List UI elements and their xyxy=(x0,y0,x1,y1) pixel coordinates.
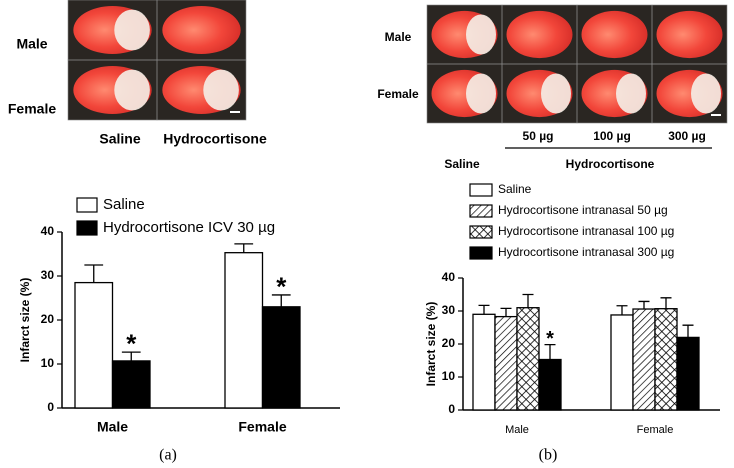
error-bar xyxy=(478,304,490,315)
y-tick-label: 30 xyxy=(41,268,55,282)
bar xyxy=(654,308,678,411)
column-label: 300 µg xyxy=(668,129,706,143)
y-tick-label: 40 xyxy=(442,270,456,284)
error-bar xyxy=(616,305,628,315)
x-tick-label: Male xyxy=(97,419,128,435)
bar xyxy=(610,314,634,411)
bar xyxy=(111,360,151,409)
brain-slice xyxy=(656,10,723,59)
error-bar xyxy=(234,243,254,253)
x-tick-label: Male xyxy=(505,424,529,436)
error-bar xyxy=(682,324,694,338)
infarct-area xyxy=(466,73,496,114)
caption: (a) xyxy=(159,447,177,464)
row-label: Male xyxy=(16,36,47,52)
infarct-area xyxy=(114,69,150,111)
legend-swatch xyxy=(469,183,493,197)
error-bar xyxy=(500,307,512,317)
legend-swatch xyxy=(469,246,493,260)
bar xyxy=(632,308,656,411)
row-label: Female xyxy=(377,87,419,101)
error-bar xyxy=(121,351,141,361)
photos xyxy=(67,0,728,124)
legend-label: Hydrocortisone intranasal 100 µg xyxy=(498,224,674,238)
legend-swatch xyxy=(469,225,493,239)
bar xyxy=(472,313,496,411)
column-label: 50 µg xyxy=(523,129,554,143)
y-axis-label: Infarct size (%) xyxy=(18,278,32,363)
y-tick-label: 0 xyxy=(448,402,455,416)
caption: (b) xyxy=(539,447,558,464)
legend-label: Hydrocortisone ICV 30 µg xyxy=(103,219,275,236)
x-tick-label: Female xyxy=(238,419,286,435)
x-tick-label: Female xyxy=(637,424,674,436)
significance-marker: * xyxy=(276,271,287,301)
error-bar xyxy=(522,293,534,308)
bar xyxy=(494,315,518,411)
brain-slice xyxy=(162,6,241,54)
legend-label: Hydrocortisone intranasal 300 µg xyxy=(498,245,674,259)
infarct-area xyxy=(203,69,239,111)
brain-slice xyxy=(506,10,573,59)
y-tick-label: 0 xyxy=(47,400,54,414)
group-label: Hydrocortisone xyxy=(566,157,655,171)
column-label: Hydrocortisone xyxy=(163,131,267,147)
error-bar xyxy=(544,344,556,360)
photo-border xyxy=(651,63,728,124)
legend-swatch xyxy=(76,220,98,236)
legend-label: Saline xyxy=(103,196,145,213)
error-bar xyxy=(271,294,291,307)
infarct-area xyxy=(466,14,496,55)
row-label: Female xyxy=(8,101,56,117)
bar xyxy=(516,307,540,411)
legend-label: Saline xyxy=(498,182,532,196)
legend-swatch xyxy=(469,204,493,218)
infarct-area xyxy=(541,73,571,114)
bar xyxy=(538,358,562,411)
group-label: Saline xyxy=(444,157,480,171)
y-tick-label: 20 xyxy=(41,312,55,326)
row-label: Male xyxy=(385,30,412,44)
column-label: Saline xyxy=(99,131,140,147)
legend-swatch xyxy=(76,197,98,213)
y-tick-label: 20 xyxy=(442,336,456,350)
bar xyxy=(676,336,700,411)
significance-marker: * xyxy=(126,328,137,358)
brain-slice xyxy=(581,10,648,59)
infarct-area xyxy=(114,9,150,51)
bar xyxy=(74,281,114,409)
infarct-area xyxy=(616,73,646,114)
legend-label: Hydrocortisone intranasal 50 µg xyxy=(498,203,668,217)
bar xyxy=(224,252,264,409)
infarct-area xyxy=(691,73,721,114)
bar xyxy=(261,306,301,409)
column-label: 100 µg xyxy=(593,129,631,143)
error-bar xyxy=(660,297,672,309)
y-tick-label: 10 xyxy=(442,369,456,383)
y-axis-label: Infarct size (%) xyxy=(424,302,438,387)
y-tick-label: 30 xyxy=(442,303,456,317)
significance-marker: * xyxy=(546,328,554,350)
photo-border xyxy=(156,59,247,121)
error-bar xyxy=(638,300,650,310)
error-bar xyxy=(84,264,104,283)
y-tick-label: 10 xyxy=(41,356,55,370)
y-tick-label: 40 xyxy=(41,224,55,238)
